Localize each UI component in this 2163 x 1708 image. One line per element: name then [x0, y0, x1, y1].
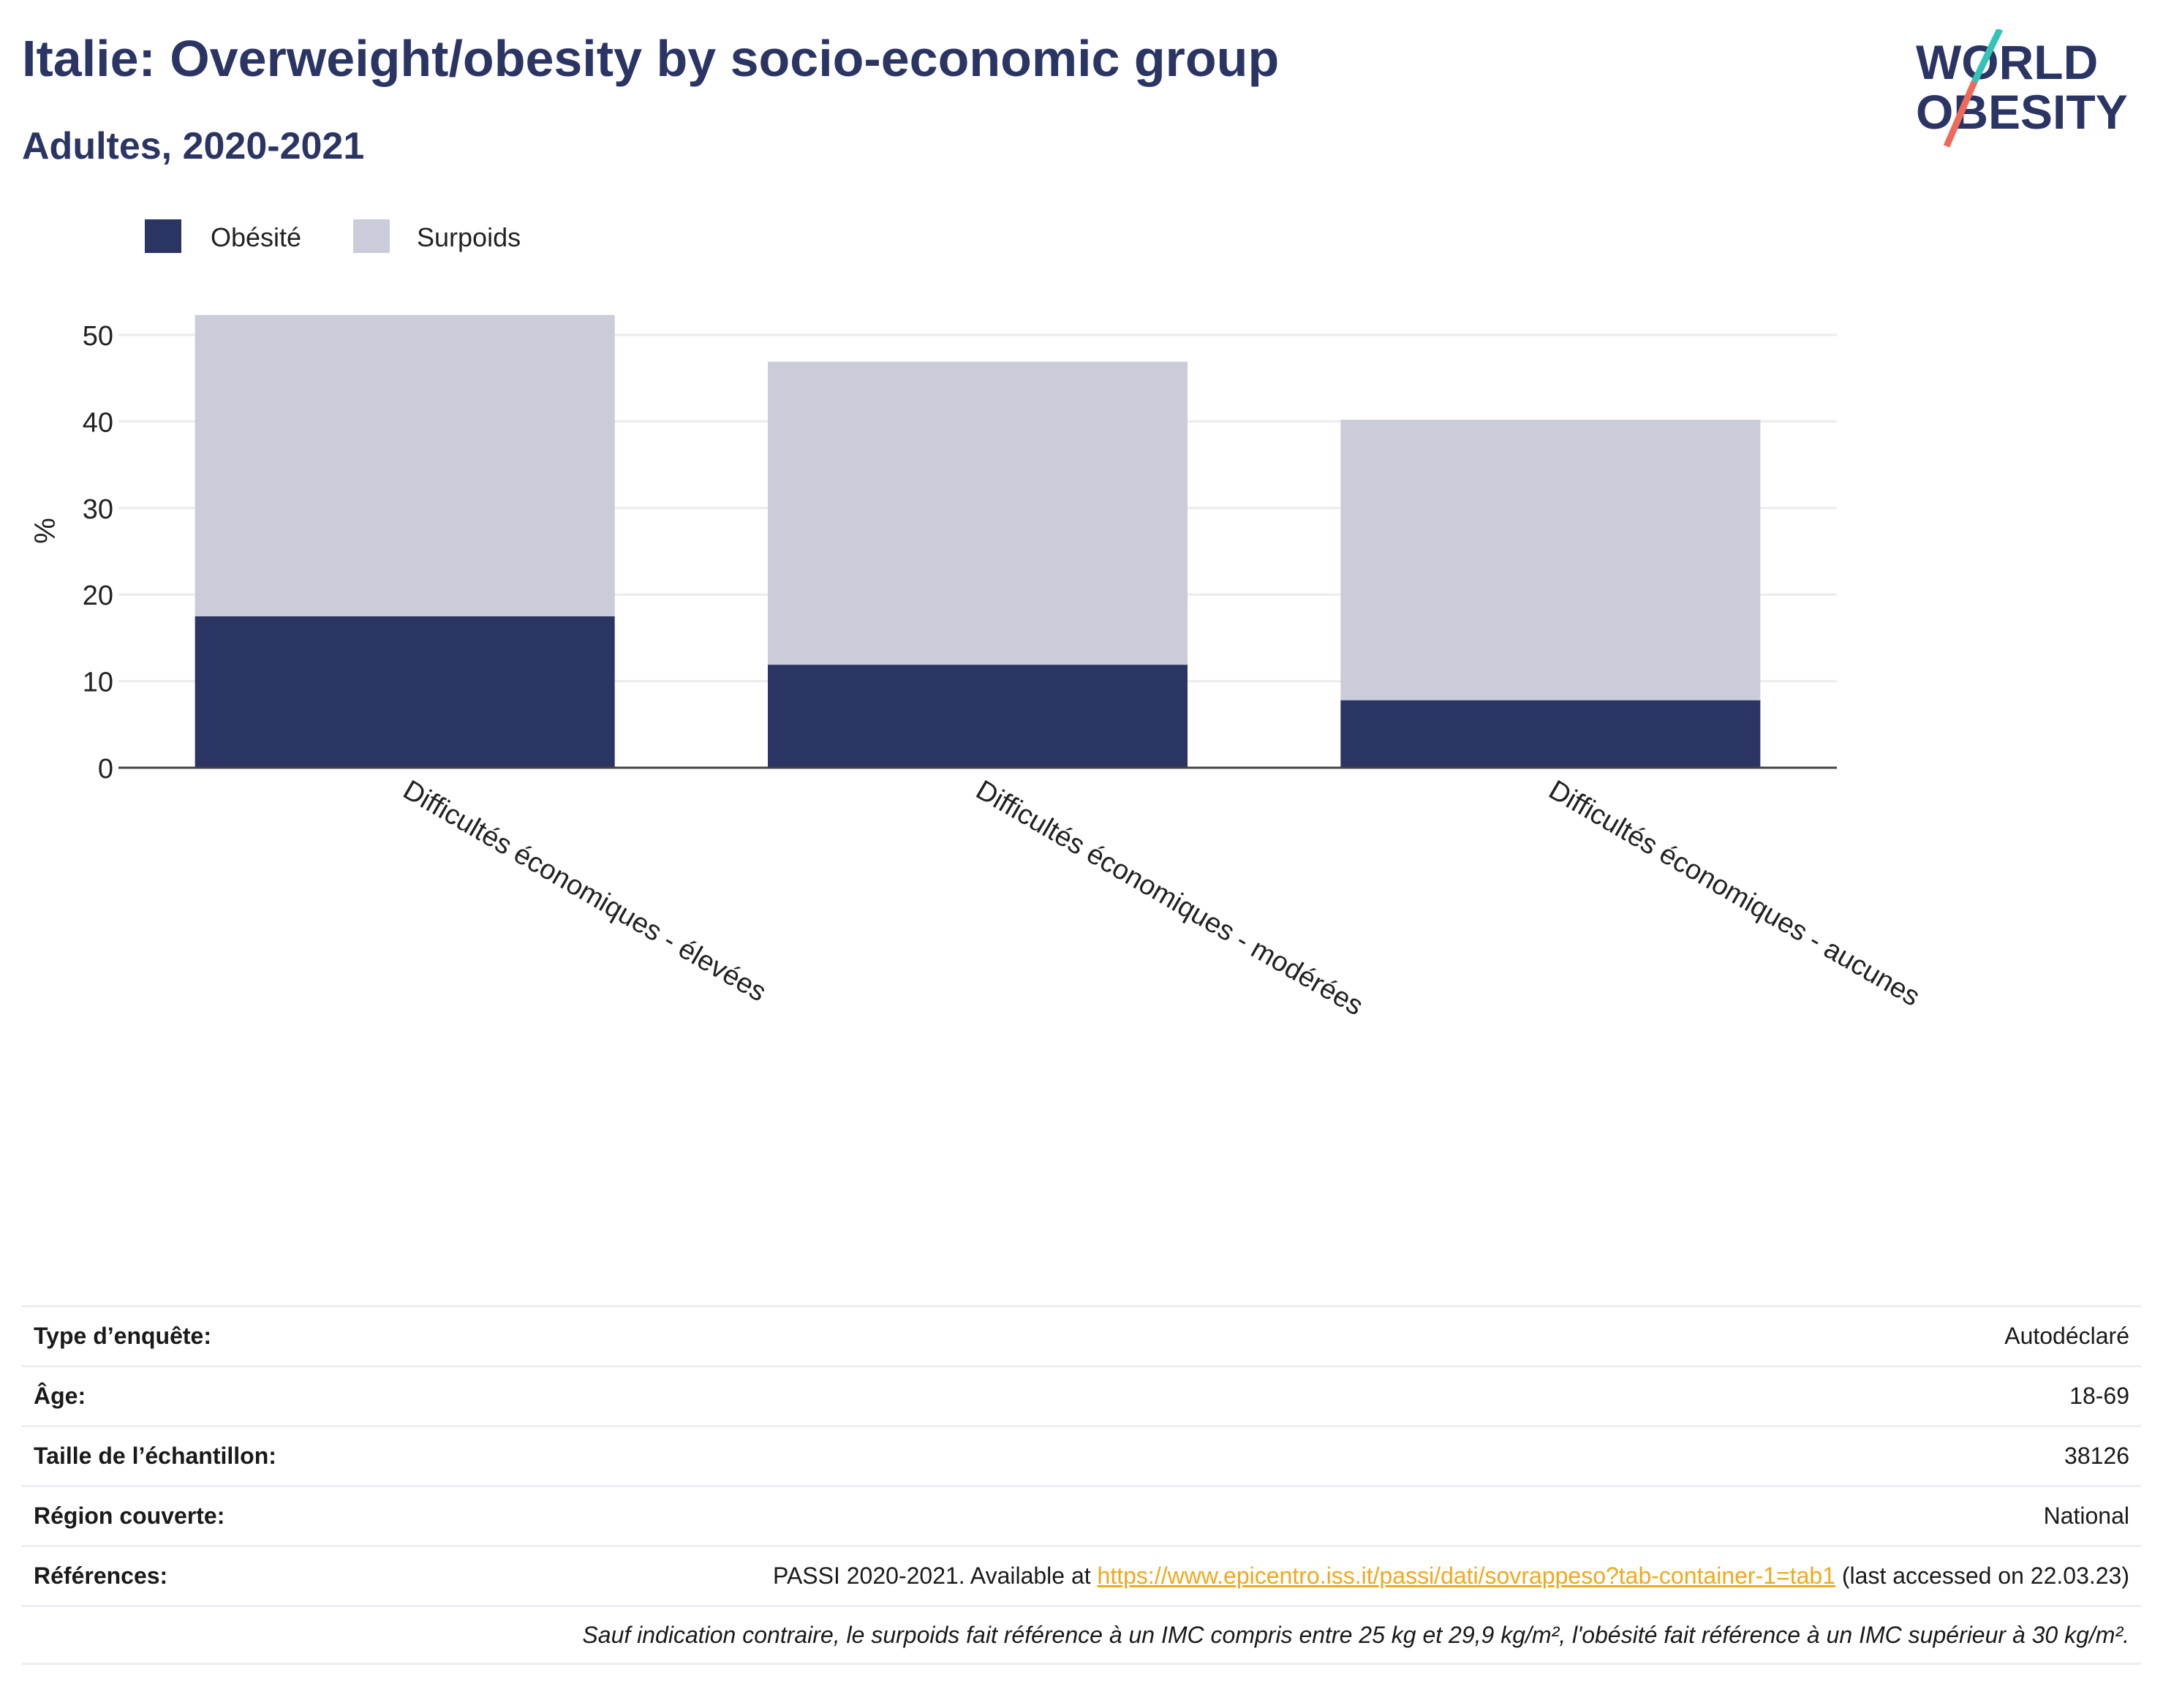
logo-line1: WORLD: [1916, 35, 2098, 89]
survey-type-value: Autodéclaré: [2004, 1323, 2129, 1349]
bar-overweight: [768, 361, 1188, 665]
meta-row-survey-type: Type d’enquête: Autodéclaré: [22, 1305, 2141, 1365]
y-tick-label: 0: [98, 754, 113, 785]
chart-subtitle: Adultes, 2020-2021: [22, 125, 365, 167]
references-value: PASSI 2020-2021. Available at https://ww…: [773, 1562, 2129, 1590]
references-link[interactable]: https://www.epicentro.iss.it/passi/dati/…: [1097, 1562, 1835, 1589]
bar-obesity: [195, 616, 615, 768]
bar-obesity: [768, 665, 1188, 768]
region-label: Région couverte:: [34, 1503, 225, 1529]
world-obesity-logo: WORLD OBESITY: [1916, 29, 2128, 148]
age-value: 18-69: [2069, 1383, 2129, 1409]
x-tick-label: Difficultés économiques - élevées: [398, 774, 771, 1008]
footnote: Sauf indication contraire, le surpoids f…: [582, 1621, 2129, 1648]
legend: Obésité Surpoids: [145, 219, 521, 253]
y-tick-label: 20: [83, 581, 113, 611]
bar-overweight: [1340, 420, 1761, 700]
meta-row-region: Région couverte: National: [22, 1485, 2141, 1545]
references-label: Références:: [34, 1562, 168, 1589]
logo-slash-teal: [1971, 29, 2004, 83]
meta-row-age: Âge: 18-69: [22, 1365, 2141, 1425]
bars: [195, 314, 1761, 768]
sample-size-label: Taille de l’échantillon:: [34, 1443, 276, 1469]
legend-swatch-overweight: [353, 219, 390, 253]
metadata-table: Type d’enquête: Autodéclaré Âge: 18-69 T…: [22, 1305, 2141, 1665]
legend-label-obesity: Obésité: [211, 222, 301, 252]
bar-obesity: [1340, 700, 1761, 768]
meta-row-references: Références: PASSI 2020-2021. Available a…: [22, 1545, 2141, 1605]
age-label: Âge:: [34, 1383, 86, 1409]
legend-label-overweight: Surpoids: [417, 222, 521, 252]
region-value: National: [2043, 1503, 2129, 1529]
y-axis-label: %: [29, 518, 61, 544]
y-tick-label: 40: [83, 407, 113, 438]
meta-row-sample-size: Taille de l’échantillon: 38126: [22, 1425, 2141, 1485]
x-tick-label: Difficultés économiques - modérées: [971, 774, 1369, 1021]
y-tick-label: 30: [83, 494, 113, 525]
y-tick-label: 10: [83, 668, 113, 698]
bar-overweight: [195, 314, 615, 616]
sample-size-value: 38126: [2064, 1443, 2129, 1469]
logo-slash-coral: [1943, 80, 1978, 148]
references-prefix: PASSI 2020-2021. Available at: [772, 1562, 1098, 1589]
chart-title: Italie: Overweight/obesity by socio-econ…: [22, 30, 1280, 87]
stacked-bar-chart: Obésité Surpoids % 0 10 20 30 40 50 Difficulté…: [29, 219, 1925, 1021]
survey-type-label: Type d’enquête:: [34, 1323, 211, 1349]
y-tick-label: 50: [83, 321, 113, 352]
references-suffix: (last accessed on 22.03.23): [1835, 1562, 2129, 1589]
legend-swatch-obesity: [145, 219, 181, 253]
x-tick-label: Difficultés économiques - aucunes: [1544, 774, 1925, 1012]
meta-row-footnote: Sauf indication contraire, le surpoids f…: [22, 1605, 2141, 1665]
